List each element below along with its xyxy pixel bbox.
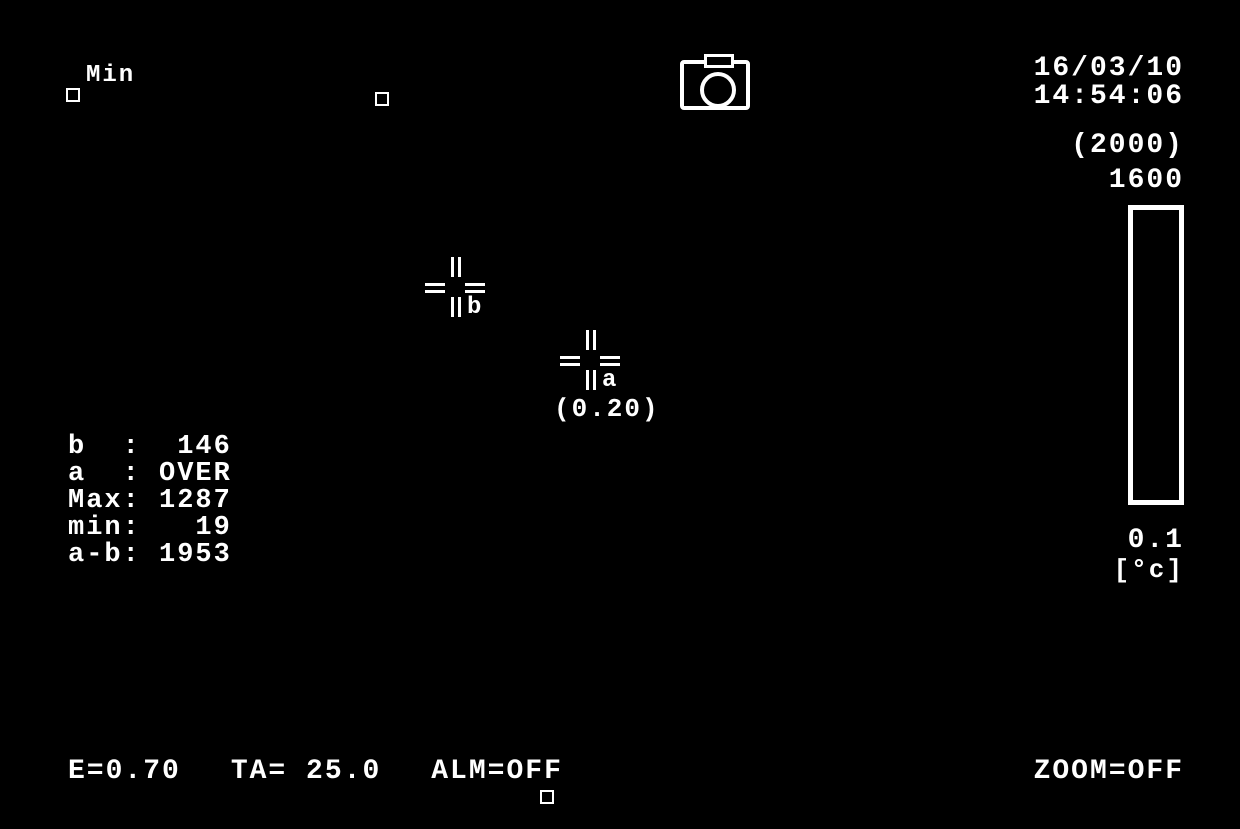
ta-value: TA= 25.0: [231, 756, 381, 787]
reading-label: min:: [68, 513, 141, 543]
reading-label: Max:: [68, 486, 141, 516]
zoom-value: ZOOM=OFF: [1034, 756, 1184, 787]
crosshair-a-label: a: [602, 367, 618, 394]
min-marker-box: [66, 88, 80, 102]
scale-max-value: 1600: [1109, 165, 1184, 196]
crosshair-tick: [425, 283, 445, 293]
crosshair-tick: [600, 356, 620, 366]
crosshair-tick: [465, 283, 485, 293]
crosshair-tick: [586, 330, 596, 350]
scale-unit-label: [°c]: [1114, 555, 1184, 585]
reading-value: 1953: [159, 540, 232, 570]
crosshair-tick: [586, 370, 596, 390]
crosshair-tick: [451, 257, 461, 277]
crosshair-a-value: (0.20): [554, 394, 660, 424]
bottom-marker-box: [540, 790, 554, 804]
alm-value: ALM=OFF: [431, 756, 563, 787]
reading-value: OVER: [159, 459, 232, 489]
reading-label: a-b:: [68, 540, 141, 570]
reading-value: 146: [159, 432, 232, 462]
reading-value: 19: [159, 513, 232, 543]
scale-min-value: 0.1: [1128, 525, 1184, 556]
emissivity-value: E=0.70: [68, 756, 181, 787]
top-mid-marker-box: [375, 92, 389, 106]
scale-max-paren: (2000): [1071, 130, 1184, 161]
crosshair-tick: [451, 297, 461, 317]
crosshair-a[interactable]: a (0.20): [560, 330, 620, 390]
reading-row-ab: a-b: 1953: [68, 542, 232, 569]
reading-label: b :: [68, 432, 141, 462]
reading-row-b: b : 146: [68, 434, 232, 461]
temperature-scale-bar: [1128, 205, 1184, 505]
reading-row-a: a : OVER: [68, 461, 232, 488]
crosshair-tick: [560, 356, 580, 366]
date-value: 16/03/10: [1034, 55, 1184, 83]
reading-value: 1287: [159, 486, 232, 516]
reading-label: a :: [68, 459, 141, 489]
crosshair-b[interactable]: b: [425, 257, 485, 317]
min-marker-label: Min: [86, 62, 135, 89]
camera-icon[interactable]: [680, 60, 750, 110]
datetime-display: 16/03/10 14:54:06: [1034, 55, 1184, 111]
reading-row-min: min: 19: [68, 515, 232, 542]
status-bar: E=0.70 TA= 25.0 ALM=OFF ZOOM=OFF: [68, 756, 1184, 787]
crosshair-b-label: b: [467, 294, 483, 321]
time-value: 14:54:06: [1034, 83, 1184, 111]
reading-row-max: Max: 1287: [68, 488, 232, 515]
readings-panel: b : 146 a : OVER Max: 1287 min: 19 a-b: …: [68, 434, 232, 569]
